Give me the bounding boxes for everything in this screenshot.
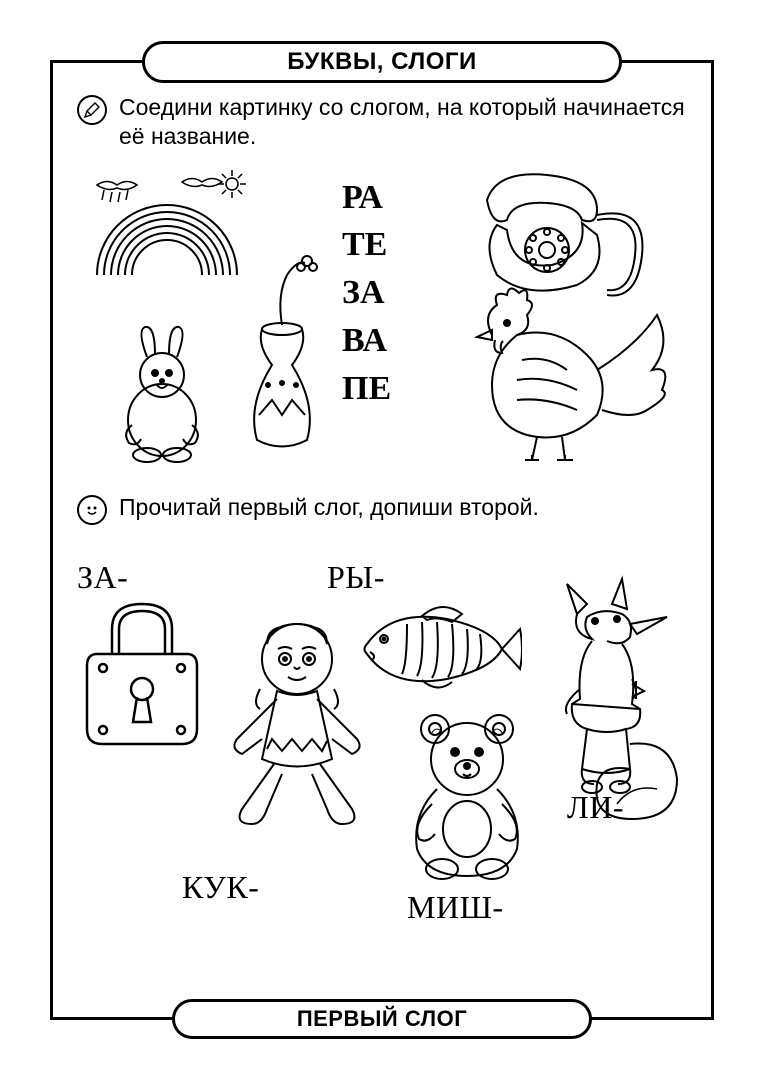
label-ry: РЫ- bbox=[327, 559, 385, 596]
hare-picture bbox=[107, 325, 217, 465]
smiley-icon bbox=[77, 495, 107, 525]
syllable: ПЕ bbox=[342, 366, 391, 412]
padlock-picture bbox=[77, 594, 207, 754]
page-footer-title: ПЕРВЫЙ СЛОГ bbox=[172, 999, 592, 1039]
task-1-instruction: Соедини картинку со слогом, на который н… bbox=[119, 93, 687, 151]
label-za: ЗА- bbox=[77, 559, 128, 596]
worksheet-page: БУКВЫ, СЛОГИ ПЕРВЫЙ СЛОГ Соедини картинк… bbox=[0, 0, 764, 1080]
syllable: ВА bbox=[342, 318, 391, 364]
label-mish: МИШ- bbox=[407, 889, 504, 926]
fish-picture bbox=[352, 594, 522, 704]
fox-picture bbox=[522, 569, 682, 829]
syllable: ЗА bbox=[342, 270, 391, 316]
pencil-icon bbox=[77, 95, 107, 125]
vase-picture bbox=[227, 255, 337, 455]
syllable: РА bbox=[342, 175, 391, 221]
label-kuk: КУК- bbox=[182, 869, 259, 906]
syllable: ТЕ bbox=[342, 222, 391, 268]
task-2-area: ЗА- КУК- bbox=[77, 539, 687, 939]
page-title: БУКВЫ, СЛОГИ bbox=[142, 41, 622, 83]
task-1-area: РА ТЕ ЗА ВА ПЕ bbox=[77, 165, 687, 475]
worksheet-frame: БУКВЫ, СЛОГИ ПЕРВЫЙ СЛОГ Соедини картинк… bbox=[50, 60, 714, 1020]
syllable-list: РА ТЕ ЗА ВА ПЕ bbox=[342, 175, 391, 414]
task-1-header: Соедини картинку со слогом, на который н… bbox=[77, 93, 687, 151]
task-2-header: Прочитай первый слог, допиши второй. bbox=[77, 493, 687, 525]
content: Соедини картинку со слогом, на который н… bbox=[53, 63, 711, 959]
task-2-instruction: Прочитай первый слог, допиши второй. bbox=[119, 493, 539, 522]
rooster-picture bbox=[437, 275, 677, 475]
